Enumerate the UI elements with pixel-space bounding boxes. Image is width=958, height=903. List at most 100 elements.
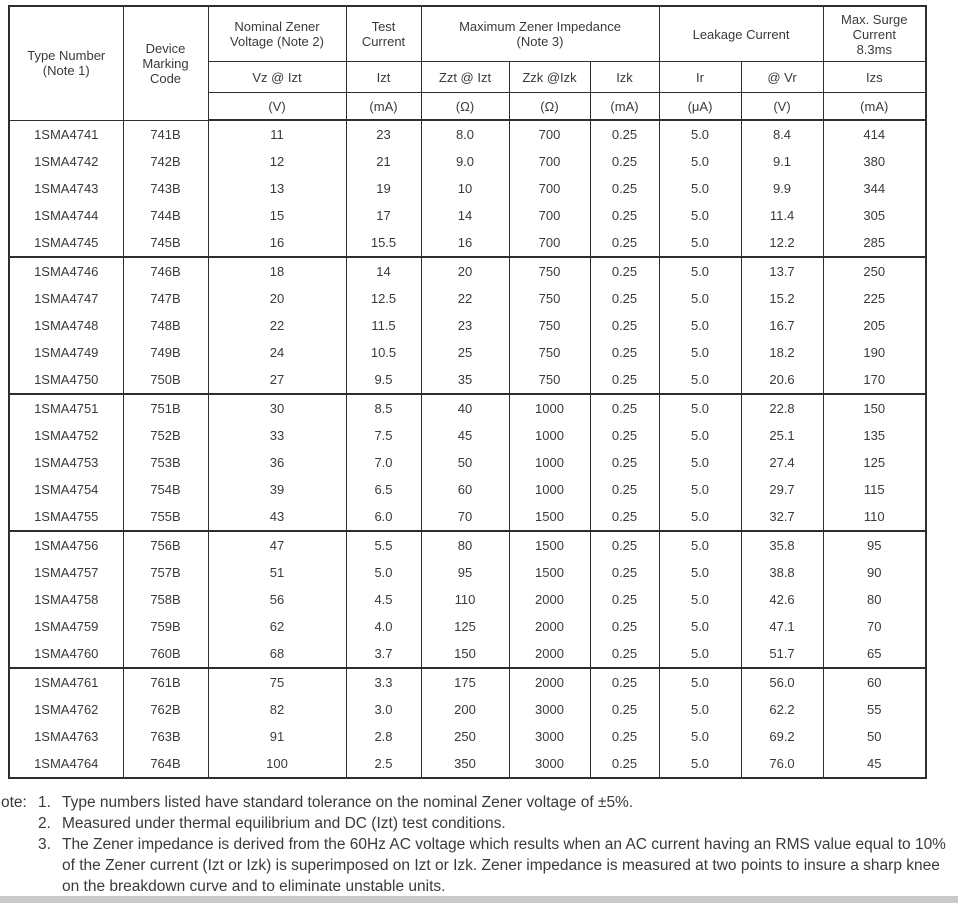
table-cell: 742B <box>122 148 209 175</box>
table-cell: 700 <box>508 175 591 202</box>
table-cell: 753B <box>122 449 209 476</box>
table-cell: 17 <box>345 202 422 229</box>
table-cell: 13.7 <box>740 256 824 285</box>
table-row: 1SMA4755 755B 43 6.0 70 1500 0.25 5.0 32.7 110 <box>8 503 927 531</box>
note-text: Measured under thermal equilibrium and D… <box>62 815 506 832</box>
table-cell: 80 <box>822 586 927 613</box>
table-cell: 5.0 <box>658 696 742 723</box>
table-cell: 4.5 <box>345 586 422 613</box>
table-cell: 749B <box>122 339 209 366</box>
table-cell: 5.0 <box>658 393 742 422</box>
table-cell: 110 <box>822 503 927 531</box>
table-cell: 23 <box>420 312 510 339</box>
table-cell: 0.25 <box>589 696 660 723</box>
table-cell: 1SMA4746 <box>8 256 124 285</box>
table-cell: 0.25 <box>589 667 660 696</box>
table-cell: 285 <box>822 229 927 257</box>
table-cell: 750B <box>122 366 209 394</box>
table-cell: 135 <box>822 422 927 449</box>
table-cell: 2000 <box>508 613 591 640</box>
header-group-row: Type Number (Note 1) Device Marking Code… <box>8 6 927 121</box>
table-cell: 22.8 <box>740 393 824 422</box>
unit-ua: (μA) <box>658 92 742 121</box>
table-cell: 1SMA4764 <box>8 750 124 778</box>
table-row: 1SMA4748 748B 22 11.5 23 750 0.25 5.0 16.7 205 <box>8 312 927 339</box>
header-izt: Izt <box>345 61 422 93</box>
table-cell: 763B <box>122 723 209 750</box>
unit-ohm-2: (Ω) <box>508 92 591 121</box>
table-cell: 250 <box>420 723 510 750</box>
table-cell: 16 <box>420 229 510 257</box>
header-vz-izt: Vz @ Izt <box>207 61 347 93</box>
table-cell: 5.0 <box>658 366 742 394</box>
table-cell: 100 <box>207 750 347 778</box>
table-cell: 1SMA4749 <box>8 339 124 366</box>
table-cell: 746B <box>122 256 209 285</box>
table-row: 1SMA4753 753B 36 7.0 50 1000 0.25 5.0 27.4 125 <box>8 449 927 476</box>
table-cell: 55 <box>822 696 927 723</box>
table-cell: 23 <box>345 120 422 148</box>
table-cell: 150 <box>420 640 510 668</box>
header-zzt-izt: Zzt @ Izt <box>420 61 510 93</box>
table-cell: 20 <box>207 285 347 312</box>
table-cell: 70 <box>822 613 927 640</box>
table-cell: 25 <box>420 339 510 366</box>
table-row: 1SMA4759 759B 62 4.0 125 2000 0.25 5.0 47.1 70 <box>8 613 927 640</box>
table-cell: 43 <box>207 503 347 531</box>
table-cell: 1SMA4750 <box>8 366 124 394</box>
table-cell: 1SMA4756 <box>8 530 124 559</box>
table-cell: 1SMA4763 <box>8 723 124 750</box>
table-cell: 1SMA4741 <box>8 120 124 148</box>
table-cell: 0.25 <box>589 229 660 257</box>
table-cell: 750 <box>508 285 591 312</box>
table-cell: 27 <box>207 366 347 394</box>
table-cell: 9.0 <box>420 148 510 175</box>
table-cell: 1500 <box>508 530 591 559</box>
table-cell: 350 <box>420 750 510 778</box>
table-cell: 200 <box>420 696 510 723</box>
table-cell: 0.25 <box>589 530 660 559</box>
table-row: 1SMA4763 763B 91 2.8 250 3000 0.25 5.0 69.2 50 <box>8 723 927 750</box>
unit-v-2: (V) <box>740 92 824 121</box>
table-row: 1SMA4761 761B 75 3.3 175 2000 0.25 5.0 56.0 60 <box>8 667 927 696</box>
table-cell: 40 <box>420 393 510 422</box>
table-cell: 20.6 <box>740 366 824 394</box>
table-row: 1SMA4751 751B 30 8.5 40 1000 0.25 5.0 22.8 150 <box>8 393 927 422</box>
table-cell: 22 <box>207 312 347 339</box>
table-header: Type Number (Note 1) Device Marking Code… <box>8 6 927 121</box>
table-row: 1SMA4762 762B 82 3.0 200 3000 0.25 5.0 62.2 55 <box>8 696 927 723</box>
table-cell: 1SMA4754 <box>8 476 124 503</box>
table-cell: 752B <box>122 422 209 449</box>
unit-ma-3: (mA) <box>822 92 927 121</box>
table-row: 1SMA4746 746B 18 14 20 750 0.25 5.0 13.7 250 <box>8 256 927 285</box>
table-cell: 764B <box>122 750 209 778</box>
header-symbol-row: Vz @ Izt Izt Zzt @ Izt Zzk @Izk Izk Ir @… <box>9 61 927 93</box>
table-cell: 0.25 <box>589 476 660 503</box>
table-cell: 1SMA4744 <box>8 202 124 229</box>
table-cell: 9.5 <box>345 366 422 394</box>
table-row: 1SMA4760 760B 68 3.7 150 2000 0.25 5.0 51.7 65 <box>8 640 927 668</box>
table-cell: 3.7 <box>345 640 422 668</box>
table-cell: 115 <box>822 476 927 503</box>
table-cell: 4.0 <box>345 613 422 640</box>
note-number: 3. <box>38 836 51 853</box>
table-cell: 5.0 <box>345 559 422 586</box>
table-cell: 21 <box>345 148 422 175</box>
table-cell: 5.0 <box>658 422 742 449</box>
note-item-3: 3. The Zener impedance is derived from t… <box>38 834 952 897</box>
table-cell: 0.25 <box>589 613 660 640</box>
table-cell: 751B <box>122 393 209 422</box>
table-cell: 0.25 <box>589 202 660 229</box>
notes-label: ote: <box>1 794 27 811</box>
table-cell: 0.25 <box>589 449 660 476</box>
table-cell: 62 <box>207 613 347 640</box>
table-cell: 6.0 <box>345 503 422 531</box>
table-cell: 5.0 <box>658 256 742 285</box>
table-cell: 1SMA4761 <box>8 667 124 696</box>
table-cell: 1SMA4745 <box>8 229 124 257</box>
table-cell: 35 <box>420 366 510 394</box>
table-cell: 76.0 <box>740 750 824 778</box>
zener-spec-table: Type Number (Note 1) Device Marking Code… <box>8 5 928 779</box>
table-cell: 755B <box>122 503 209 531</box>
table-cell: 5.0 <box>658 586 742 613</box>
